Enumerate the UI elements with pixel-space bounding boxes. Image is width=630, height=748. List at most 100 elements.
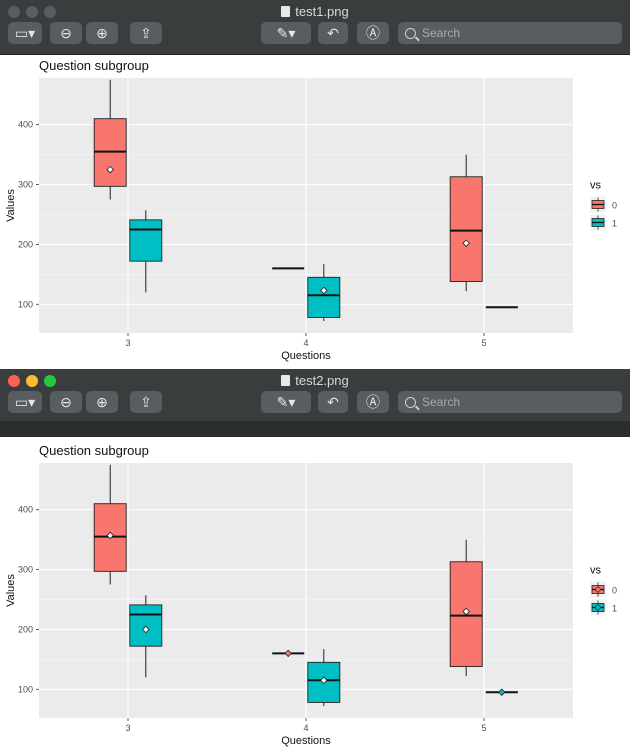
mean-marker — [142, 625, 150, 634]
iqr-box — [129, 604, 163, 647]
preview-window-2: test2.png ▭▾ ⊖ ⊕ ⇪ ✎▾ ↶ Ⓐ Search Questio… — [0, 369, 630, 748]
iqr-box — [449, 561, 483, 667]
minimize-button[interactable] — [26, 375, 38, 387]
traffic-lights — [8, 6, 56, 18]
markup-pen-button[interactable]: ✎▾ — [261, 391, 311, 413]
iqr-box — [307, 276, 341, 318]
iqr-box — [449, 176, 483, 282]
markup-button[interactable]: Ⓐ — [357, 391, 389, 413]
x-tick-label: 5 — [481, 723, 486, 733]
legend-label: 1 — [612, 219, 617, 229]
mean-marker — [498, 688, 506, 697]
x-tick-label: 5 — [481, 338, 486, 348]
window-toolbar-divider — [0, 421, 630, 437]
minimize-button[interactable] — [26, 6, 38, 18]
search-icon — [405, 27, 416, 39]
window-title: test2.png — [0, 373, 630, 388]
pen-icon: ✎▾ — [276, 24, 296, 41]
sidebar-icon: ▭▾ — [14, 393, 36, 410]
y-tick-label: 200 — [18, 239, 33, 249]
file-icon — [281, 375, 291, 386]
traffic-lights — [8, 375, 56, 387]
zoom-out-icon: ⊖ — [60, 24, 72, 41]
legend-key-0: 0 — [590, 196, 617, 213]
y-tick-label: 100 — [18, 299, 33, 309]
legend-title: vs — [590, 565, 602, 577]
zoom-in-button[interactable]: ⊕ — [86, 22, 118, 44]
y-tick-label: 300 — [18, 565, 33, 575]
legend-label: 0 — [612, 201, 617, 211]
sidebar-toggle-button[interactable]: ▭▾ — [8, 22, 42, 44]
share-icon: ⇪ — [140, 24, 152, 41]
share-icon: ⇪ — [140, 393, 152, 410]
zoom-out-icon: ⊖ — [60, 393, 72, 410]
share-button[interactable]: ⇪ — [130, 391, 162, 413]
rotate-icon: ↶ — [327, 393, 339, 410]
box-1-3 — [129, 210, 163, 293]
x-axis-label: Questions — [281, 735, 331, 747]
sidebar-icon: ▭▾ — [14, 24, 36, 41]
chart-title: Question subgroup — [39, 443, 149, 458]
mean-marker — [106, 165, 114, 174]
zoom-button[interactable] — [44, 375, 56, 387]
rotate-button[interactable]: ↶ — [318, 22, 348, 44]
box-0-4 — [272, 649, 305, 658]
y-tick-label: 300 — [18, 180, 33, 190]
zoom-in-button[interactable]: ⊕ — [86, 391, 118, 413]
legend-label: 0 — [612, 586, 617, 596]
y-tick-label: 200 — [18, 624, 33, 634]
mean-marker — [284, 649, 292, 658]
zoom-in-icon: ⊕ — [96, 393, 108, 410]
zoom-out-button[interactable]: ⊖ — [50, 22, 82, 44]
x-tick-label: 3 — [125, 338, 130, 348]
search-field[interactable]: Search — [398, 391, 622, 413]
y-axis-label: Values — [5, 189, 17, 222]
chart-title: Question subgroup — [39, 58, 149, 73]
y-tick-label: 400 — [18, 505, 33, 515]
x-tick-label: 3 — [125, 723, 130, 733]
title-bar: test2.png ▭▾ ⊖ ⊕ ⇪ ✎▾ ↶ Ⓐ Search — [0, 369, 630, 422]
legend-label: 1 — [612, 604, 617, 614]
zoom-button[interactable] — [44, 6, 56, 18]
x-tick-label: 4 — [303, 723, 308, 733]
x-tick-label: 4 — [303, 338, 308, 348]
box-1-5 — [485, 688, 518, 697]
boxplot-chart: Question subgroup 100 200 300 400 3 4 5 Question… — [5, 443, 617, 747]
mean-marker — [462, 607, 470, 616]
markup-icon: Ⓐ — [366, 394, 380, 410]
markup-button[interactable]: Ⓐ — [357, 22, 389, 44]
legend-key-1: 1 — [590, 214, 617, 231]
preview-window-1: test1.png ▭▾ ⊖ ⊕ ⇪ ✎▾ ↶ Ⓐ Search Questio… — [0, 0, 630, 366]
legend-mean-marker — [594, 586, 602, 593]
window-title: test1.png — [0, 4, 630, 19]
file-icon — [281, 6, 291, 17]
mean-marker — [462, 239, 470, 247]
x-axis-label: Questions — [281, 350, 331, 362]
box-1-4 — [307, 264, 341, 322]
zoom-out-button[interactable]: ⊖ — [50, 391, 82, 413]
box-0-5 — [449, 154, 483, 292]
markup-pen-button[interactable]: ✎▾ — [261, 22, 311, 44]
close-button[interactable] — [8, 6, 20, 18]
legend-mean-marker — [594, 604, 602, 611]
boxplot-chart: Question subgroup 100 200 300 400 3 4 5 Question… — [5, 58, 617, 362]
rotate-button[interactable]: ↶ — [318, 391, 348, 413]
box-0-5 — [449, 539, 483, 677]
search-field[interactable]: Search — [398, 22, 622, 44]
box-0-3 — [93, 79, 127, 200]
search-icon — [405, 396, 416, 408]
legend-key-1: 1 — [590, 599, 617, 616]
y-tick-label: 400 — [18, 120, 33, 130]
mean-marker — [320, 286, 328, 295]
box-0-3 — [93, 464, 127, 585]
box-1-4 — [307, 649, 341, 707]
share-button[interactable]: ⇪ — [130, 22, 162, 44]
close-button[interactable] — [8, 375, 20, 387]
legend-title: vs — [590, 180, 602, 192]
mean-marker — [320, 676, 328, 685]
y-tick-label: 100 — [18, 684, 33, 694]
iqr-box — [129, 219, 163, 262]
rotate-icon: ↶ — [327, 24, 339, 41]
sidebar-toggle-button[interactable]: ▭▾ — [8, 391, 42, 413]
legend-key-0: 0 — [590, 581, 617, 598]
